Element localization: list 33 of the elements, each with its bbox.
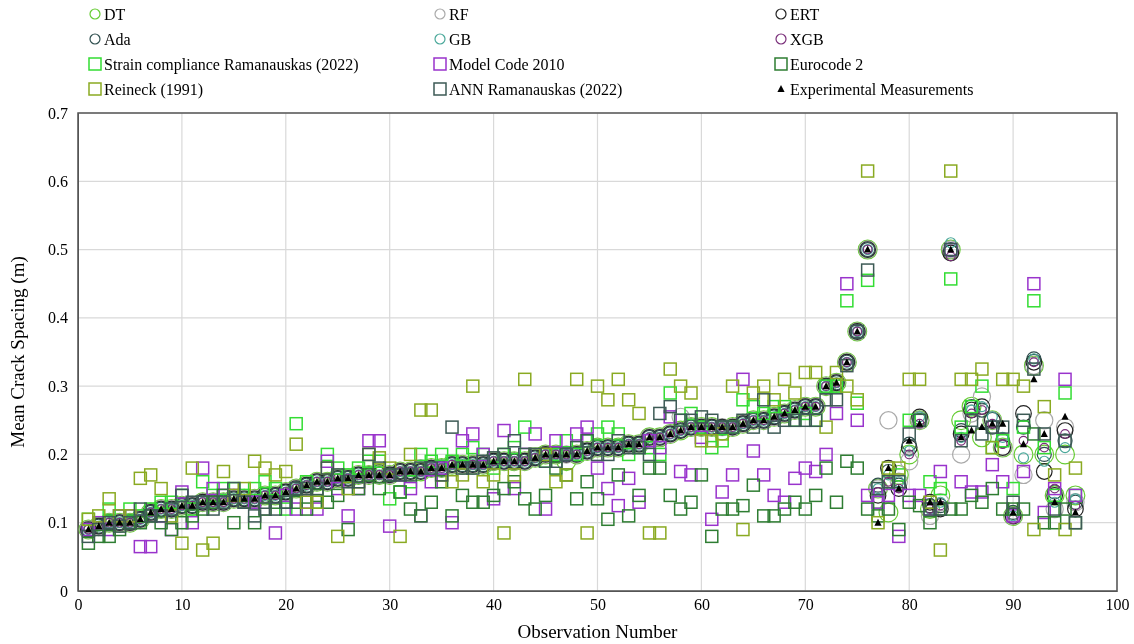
y-tick-label: 0.5	[48, 241, 68, 259]
x-tick-label: 0	[74, 596, 83, 614]
x-tick-label: 10	[174, 596, 191, 614]
x-tick-label: 90	[1005, 596, 1022, 614]
legend-label: Ada	[104, 31, 131, 48]
x-tick-label: 80	[901, 596, 918, 614]
legend-label: Strain compliance Ramanauskas (2022)	[104, 56, 359, 74]
y-tick-label: 0.3	[48, 377, 68, 395]
y-tick-label: 0.7	[48, 104, 68, 122]
y-tick-label: 0.2	[48, 446, 68, 464]
x-tick-label: 60	[693, 596, 710, 614]
legend-label: Eurocode 2	[790, 56, 864, 73]
legend-label: Model Code 2010	[449, 56, 565, 73]
y-tick-label: 0.6	[48, 172, 68, 190]
legend-label: GB	[449, 31, 472, 48]
y-tick-label: 0	[60, 582, 68, 600]
legend-label: DT	[104, 6, 126, 23]
x-tick-label: 100	[1105, 596, 1130, 614]
y-tick-label: 0.1	[48, 514, 68, 532]
x-axis-title: Observation Number	[517, 621, 679, 642]
legend-label: Reineck (1991)	[104, 81, 204, 99]
x-tick-label: 70	[797, 596, 814, 614]
legend-label: XGB	[790, 31, 824, 48]
legend-label: RF	[449, 6, 469, 23]
x-tick-label: 40	[486, 596, 503, 614]
legend-label: ERT	[790, 6, 820, 23]
y-axis-title: Mean Crack Spacing (m)	[7, 256, 29, 448]
y-tick-label: 0.4	[48, 309, 68, 327]
x-tick-label: 50	[590, 596, 606, 614]
legend-label: ANN Ramanauskas (2022)	[449, 81, 623, 99]
x-tick-label: 20	[278, 596, 295, 614]
legend-label: Experimental Measurements	[790, 81, 974, 99]
x-tick-label: 30	[382, 596, 399, 614]
